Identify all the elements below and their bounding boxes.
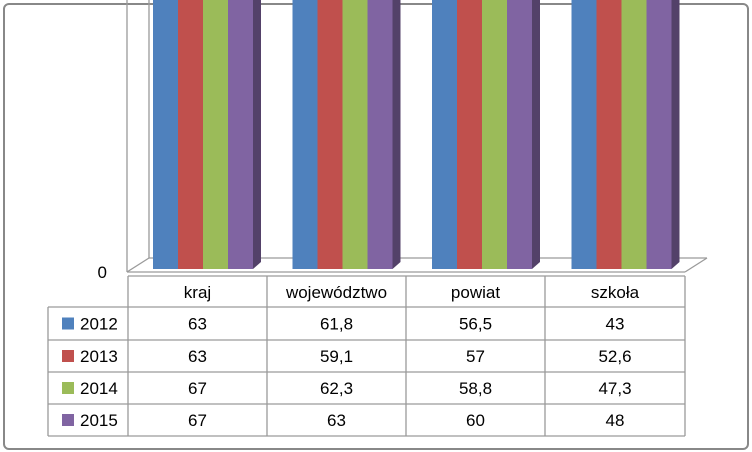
category-label: województwo [285, 283, 387, 302]
bar [178, 0, 203, 269]
data-label: 62,3 [320, 379, 353, 398]
category-label: kraj [184, 283, 211, 302]
bar [342, 0, 368, 269]
legend-swatch [62, 414, 74, 426]
data-label: 56,5 [459, 315, 492, 334]
bar [367, 0, 393, 269]
gridline-side [126, 257, 150, 273]
bar [228, 0, 253, 270]
bar [203, 0, 228, 270]
category-label: szkoła [591, 283, 640, 302]
bar [482, 0, 507, 269]
data-label: 47,3 [598, 379, 631, 398]
legend-swatch [62, 317, 74, 330]
data-label: 52,6 [598, 347, 631, 366]
data-label: 43 [606, 315, 625, 334]
bar-side [392, 0, 401, 269]
bar [317, 0, 343, 269]
bar [153, 0, 178, 269]
data-label: 58,8 [459, 379, 492, 398]
data-label: 63 [188, 315, 207, 334]
legend-swatch [62, 382, 74, 394]
data-label: 67 [188, 411, 207, 430]
legend-label: 2012 [80, 315, 118, 334]
data-label: 61,8 [320, 315, 353, 334]
bar [292, 0, 318, 269]
data-label: 63 [188, 347, 207, 366]
bar [621, 0, 647, 269]
data-label: 57 [466, 347, 485, 366]
legend-label: 2015 [80, 411, 118, 430]
bar [507, 0, 532, 269]
legend-label: 2014 [80, 379, 118, 398]
category-label: powiat [451, 283, 500, 302]
bar [571, 0, 597, 269]
bar [457, 0, 482, 269]
bar-side [532, 0, 540, 269]
legend-swatch [62, 350, 74, 362]
bar-side [671, 0, 680, 269]
data-label: 59,1 [320, 347, 353, 366]
data-label: 48 [606, 411, 625, 430]
bar-side [253, 0, 261, 269]
data-label: 60 [466, 411, 485, 430]
bar [596, 0, 622, 269]
bar [646, 0, 672, 269]
floor-right-edge [684, 257, 708, 273]
legend-label: 2013 [80, 347, 118, 366]
y-tick-label: 0 [98, 263, 107, 282]
data-label: 67 [188, 379, 207, 398]
bar [432, 0, 457, 269]
data-label: 63 [327, 411, 346, 430]
